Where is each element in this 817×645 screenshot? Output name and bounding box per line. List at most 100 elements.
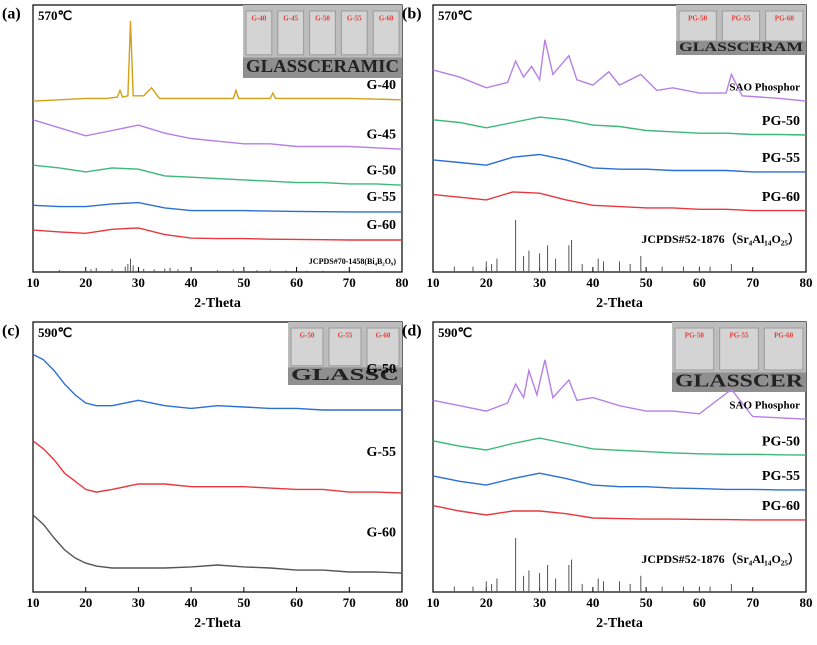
sample-slide — [366, 327, 400, 367]
x-tick-label: 80 — [800, 275, 813, 290]
pattern-line — [32, 353, 402, 411]
pattern-line — [432, 504, 806, 521]
series-label: G-40 — [366, 78, 396, 93]
pattern-line — [32, 440, 403, 494]
inset-text: GLASSC — [291, 365, 399, 384]
series-label: G-50 — [366, 362, 396, 377]
sample-label: PG-60 — [775, 15, 795, 23]
inset-ruler — [676, 41, 806, 55]
series-label: G-50 — [366, 163, 396, 178]
sample-slide — [719, 327, 759, 371]
x-tick-label: 50 — [640, 595, 653, 610]
sample-slide — [674, 327, 715, 371]
series-label: PG-55 — [762, 151, 800, 166]
pattern-line — [432, 153, 806, 173]
temperature: 590℃ — [38, 325, 72, 340]
series-label: PG-50 — [762, 434, 800, 449]
sample-label: G-45 — [283, 15, 298, 23]
temperature: 590℃ — [438, 325, 472, 340]
x-tick-label: 60 — [693, 595, 706, 610]
panel-tag: (b) — [402, 6, 422, 23]
sample-label: PG-55 — [729, 332, 749, 340]
sample-slide — [277, 10, 305, 56]
x-tick-label: 40 — [586, 275, 599, 290]
x-tick-label: 10 — [27, 275, 40, 290]
pattern-line — [432, 359, 807, 420]
panel-tag: (d) — [402, 323, 422, 340]
x-tick-label: 10 — [27, 595, 40, 610]
x-tick-label: 20 — [79, 595, 92, 610]
sample-label: G-60 — [376, 332, 391, 340]
sample-label: G-55 — [338, 332, 353, 340]
sample-label: G-50 — [300, 332, 315, 340]
series-label: PG-55 — [762, 469, 800, 484]
inset-ruler — [243, 57, 402, 78]
series-label: G-55 — [366, 445, 396, 460]
sample-slide — [678, 10, 717, 42]
series-label: G-55 — [366, 190, 396, 205]
pattern-line — [32, 164, 403, 186]
reference-label: JCPDS#52-1876（Sr₄Al₁₄O₂₅） — [641, 231, 800, 246]
x-tick-label: 30 — [533, 275, 546, 290]
series-label: PG-60 — [762, 190, 800, 205]
sample-slide — [763, 327, 804, 371]
x-tick-label: 50 — [237, 275, 250, 290]
sample-slide — [765, 10, 804, 42]
sample-slide — [340, 10, 368, 56]
x-tick-label: 30 — [132, 595, 145, 610]
x-tick-label: 80 — [396, 275, 409, 290]
inset-ruler — [672, 372, 806, 392]
pattern-line — [32, 514, 403, 574]
reference-label: JCPDS#52-1876（Sr₄Al₁₄O₂₅） — [641, 551, 800, 566]
x-tick-label: 60 — [290, 595, 303, 610]
series-label: PG-50 — [762, 114, 800, 129]
series-label: G-60 — [366, 525, 396, 540]
sample-label: PG-60 — [774, 332, 794, 340]
series-label: SAO Phosphor — [729, 82, 800, 94]
inset-text: GLASSCERAM — [679, 39, 803, 54]
series-label: G-45 — [366, 127, 396, 142]
sample-label: G-40 — [252, 15, 267, 23]
x-tick-label: 30 — [132, 275, 145, 290]
x-tick-label: 60 — [693, 275, 706, 290]
x-tick-label: 50 — [640, 275, 653, 290]
panel-tag: (c) — [2, 323, 20, 340]
x-axis-label: 2-Theta — [596, 296, 643, 311]
x-tick-label: 70 — [343, 595, 356, 610]
pattern-line — [432, 39, 807, 102]
x-tick-label: 10 — [427, 275, 440, 290]
pattern-line — [432, 191, 806, 212]
sample-slide — [290, 327, 324, 367]
inset-text: GLASSCER — [675, 370, 804, 390]
temperature: 570℃ — [38, 8, 72, 23]
x-tick-label: 10 — [427, 595, 440, 610]
inset-ruler — [288, 367, 402, 385]
pattern-line — [32, 20, 403, 102]
series-label: PG-60 — [762, 499, 800, 514]
sample-label: G-50 — [315, 15, 330, 23]
sample-label: G-55 — [347, 15, 362, 23]
sample-label: G-60 — [379, 15, 394, 23]
x-tick-label: 50 — [237, 595, 250, 610]
sample-label: PG-50 — [688, 15, 708, 23]
sample-slide — [245, 10, 273, 56]
pattern-line — [32, 227, 402, 241]
panel-tag: (a) — [2, 6, 21, 23]
inset-text: GLASSCERAMIC — [246, 56, 399, 76]
sample-slide — [328, 327, 362, 367]
x-tick-label: 70 — [746, 275, 759, 290]
x-tick-label: 30 — [533, 595, 546, 610]
x-tick-label: 20 — [480, 595, 493, 610]
pattern-line — [32, 119, 403, 150]
x-tick-label: 40 — [586, 595, 599, 610]
pattern-line — [432, 116, 807, 136]
x-tick-label: 20 — [480, 275, 493, 290]
sample-slide — [721, 10, 761, 42]
x-tick-label: 80 — [800, 595, 813, 610]
x-tick-label: 70 — [746, 595, 759, 610]
x-axis-label: 2-Theta — [194, 296, 241, 311]
reference-label: JCPDS#70-1458(Bi₄B₂O₉) — [309, 257, 397, 266]
pattern-line — [32, 201, 402, 213]
sample-slide — [309, 10, 336, 56]
